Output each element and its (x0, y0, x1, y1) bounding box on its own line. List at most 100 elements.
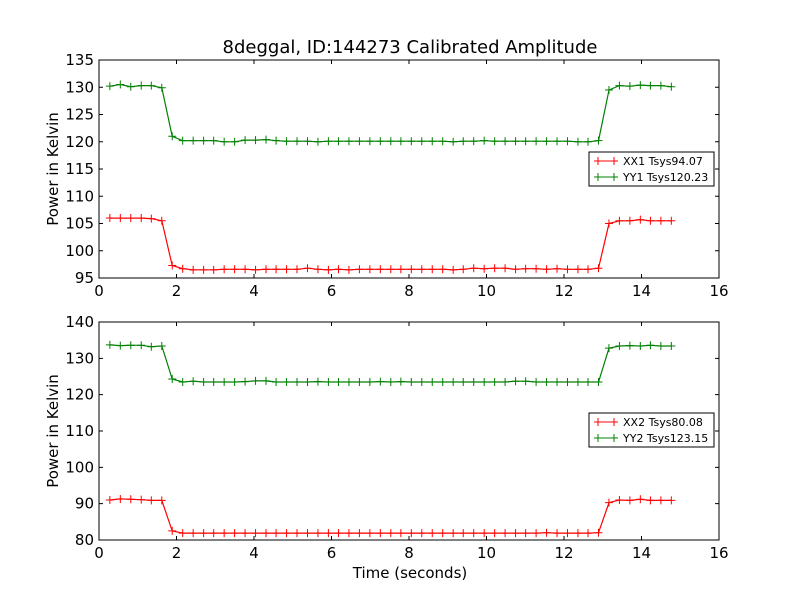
data-point-marker (282, 377, 291, 386)
data-point-marker (553, 529, 562, 538)
data-point-marker (469, 529, 478, 538)
data-point-marker (407, 137, 416, 146)
data-point-marker (262, 376, 271, 385)
data-point-marker (209, 377, 218, 386)
data-point-marker (209, 265, 218, 274)
data-point-marker (272, 265, 281, 274)
series-line-1 (109, 217, 672, 271)
x-tick-label: 0 (94, 544, 104, 562)
data-point-marker (344, 529, 353, 538)
data-point-marker (147, 342, 156, 351)
data-point-marker (594, 264, 603, 273)
data-point-marker (105, 340, 114, 349)
chart-title: 8deggal, ID:144273 Calibrated Amplitude (223, 37, 598, 58)
data-point-marker (553, 377, 562, 386)
data-point-marker (157, 83, 166, 92)
data-point-marker (573, 529, 582, 538)
data-point-marker (438, 377, 447, 386)
data-point-marker (344, 137, 353, 146)
data-point-marker (116, 80, 125, 89)
data-point-marker (667, 82, 676, 91)
data-point-marker (262, 265, 271, 274)
data-point-marker (334, 265, 343, 274)
data-point-marker (563, 265, 572, 274)
data-point-marker (521, 264, 530, 273)
data-point-marker (542, 377, 551, 386)
data-point-marker (147, 496, 156, 505)
data-point-marker (636, 495, 645, 504)
data-point-marker (168, 132, 177, 141)
data-point-marker (511, 137, 520, 146)
y-tick-label: 105 (65, 215, 94, 233)
y-tick-label: 120 (65, 133, 94, 151)
y-tick-label: 90 (75, 495, 94, 513)
y-tick-label: 80 (75, 531, 94, 549)
data-point-marker (251, 265, 260, 274)
data-point-marker (449, 377, 458, 386)
data-point-marker (573, 377, 582, 386)
data-point-marker (355, 529, 364, 538)
data-point-marker (241, 136, 250, 145)
data-point-marker (116, 494, 125, 503)
data-point-marker (656, 496, 665, 505)
y-tick-label: 120 (65, 386, 94, 404)
data-point-marker (293, 265, 302, 274)
x-tick-label: 2 (172, 282, 182, 300)
y-tick-label: 130 (65, 78, 94, 96)
data-point-marker (334, 377, 343, 386)
legend: XX2 Tsys80.08 YY2 Tsys123.15 (588, 412, 715, 448)
data-point-marker (469, 264, 478, 273)
y-tick-label: 110 (65, 422, 94, 440)
data-point-marker (667, 496, 676, 505)
data-point-marker (459, 265, 468, 274)
data-point-marker (511, 265, 520, 274)
data-point-marker (355, 377, 364, 386)
legend: XX1 Tsys94.07 YY1 Tsys120.23 (588, 151, 715, 187)
legend-label: XX1 Tsys94.07 (623, 155, 703, 168)
legend-marker (594, 418, 618, 426)
data-point-marker (428, 529, 437, 538)
data-point-marker (553, 137, 562, 146)
data-point-marker (137, 341, 146, 350)
data-point-marker (251, 376, 260, 385)
data-point-marker (365, 137, 374, 146)
data-point-marker (230, 529, 239, 538)
data-point-marker (511, 529, 520, 538)
data-point-marker (646, 216, 655, 225)
data-point-marker (542, 528, 551, 537)
data-point-marker (365, 377, 374, 386)
data-point-marker (365, 529, 374, 538)
data-point-marker (501, 529, 510, 538)
data-point-marker (521, 137, 530, 146)
data-point-marker (584, 137, 593, 146)
data-point-marker (553, 264, 562, 273)
data-point-marker (584, 265, 593, 274)
data-point-marker (137, 81, 146, 90)
data-point-marker (324, 529, 333, 538)
data-point-marker (189, 136, 198, 145)
data-point-marker (365, 265, 374, 274)
data-point-marker (178, 377, 187, 386)
data-point-marker (313, 265, 322, 274)
data-point-marker (438, 529, 447, 538)
data-point-marker (615, 496, 624, 505)
data-point-marker (116, 214, 125, 223)
data-point-marker (417, 377, 426, 386)
data-point-marker (480, 136, 489, 145)
data-point-marker (417, 265, 426, 274)
data-point-marker (209, 136, 218, 145)
data-point-marker (324, 377, 333, 386)
data-point-marker (449, 137, 458, 146)
data-point-marker (293, 529, 302, 538)
data-point-marker (521, 377, 530, 386)
data-point-marker (594, 136, 603, 145)
x-axis-label: Time (seconds) (352, 564, 468, 582)
data-point-marker (178, 136, 187, 145)
data-point-marker (199, 529, 208, 538)
data-point-marker (313, 137, 322, 146)
data-point-marker (334, 529, 343, 538)
y-tick-label: 125 (65, 106, 94, 124)
data-point-marker (667, 216, 676, 225)
legend-label: YY1 Tsys120.23 (622, 171, 708, 184)
